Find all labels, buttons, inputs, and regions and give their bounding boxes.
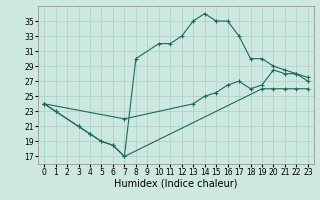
X-axis label: Humidex (Indice chaleur): Humidex (Indice chaleur) (114, 179, 238, 189)
